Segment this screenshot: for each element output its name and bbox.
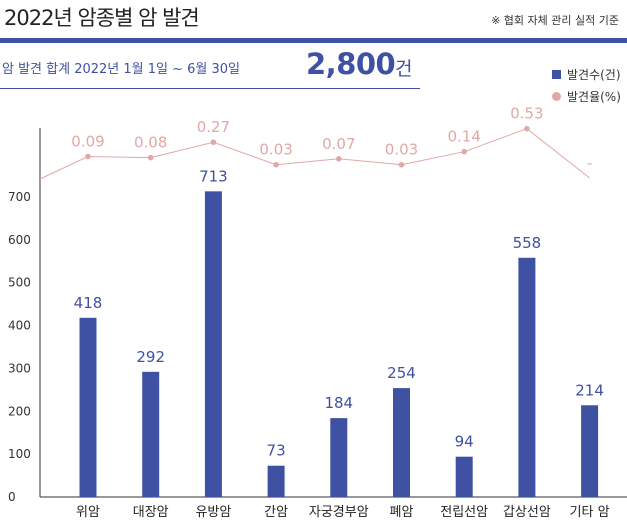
rate-value-label: 0.53 [510,105,543,123]
legend-dot-swatch [552,92,561,101]
summary-unit: 건 [395,58,413,80]
bar [79,317,97,497]
bar-value-label: 184 [324,394,353,412]
bar-value-label: 214 [575,381,604,399]
rate-value-label: 0.14 [447,128,480,146]
x-tick-label: 위암 [76,505,100,520]
y-tick-label: 300 [8,361,31,375]
rate-point [85,153,91,160]
bar [142,371,160,497]
x-tick-label: 자궁경부암 [309,505,369,520]
y-tick-label: 200 [8,404,31,418]
bar [330,418,348,497]
rate-value-label: 0.27 [197,118,230,136]
bar-value-label: 558 [513,234,542,252]
bar-value-label: 94 [455,433,474,451]
rate-value-label: 0.08 [134,134,167,152]
rate-point [273,161,279,168]
bar [393,388,410,497]
legend-label-rate: 발견율(%) [567,90,621,104]
rate-point [398,161,405,168]
x-tick-label: 기타 암 [570,505,610,520]
rate-value-label: 0.03 [385,141,418,159]
y-tick-label: 0 [8,490,16,504]
rate-line [39,128,590,180]
x-tick-label: 유방암 [195,505,231,520]
rate-point [210,139,217,146]
chart-title: 2022년 암종별 암 발견 [4,6,200,30]
summary-label: 암 발견 합계 2022년 1월 1일 ~ 6월 30일 [2,62,240,77]
rate-point [147,154,154,161]
rate-value-label: 0.07 [322,135,355,153]
rate-value-label: 0.03 [259,141,292,159]
legend-item-count: 발견수(건) [552,66,621,83]
rate-value-label: 0.09 [71,133,104,151]
legend-label-count: 발견수(건) [567,68,621,82]
y-tick-label: 400 [8,319,31,333]
title-underline [0,38,627,43]
legend-item-rate: 발견율(%) [552,88,621,105]
rate-point [461,148,468,155]
y-tick-label: 600 [8,233,31,247]
x-tick-label: 갑상선암 [503,505,551,520]
bar-value-label: 73 [267,442,286,460]
rate-value-label: - [587,154,592,172]
bar-value-label: 418 [74,294,103,312]
x-tick-label: 간암 [264,505,288,520]
bar [455,456,473,497]
rate-point [524,125,530,132]
source-note: ※ 협회 자체 관리 실적 기준 [491,14,619,27]
x-tick-label: 대장암 [133,505,169,520]
bar [267,465,285,497]
bar-value-label: 254 [387,364,416,382]
bar [581,405,599,497]
rate-point [336,156,342,162]
bar [518,257,536,497]
bar-value-label: 713 [199,167,228,185]
y-tick-label: 500 [8,276,31,290]
y-tick-label: 100 [8,447,31,461]
x-tick-label: 전립선암 [440,505,488,520]
summary-divider [0,88,420,89]
bar-value-label: 292 [136,348,165,366]
x-tick-label: 폐암 [390,505,414,520]
summary-total: 2,800 [306,47,396,81]
legend-bar-swatch [552,70,561,79]
y-tick-label: 700 [8,190,31,204]
bar [204,191,222,497]
